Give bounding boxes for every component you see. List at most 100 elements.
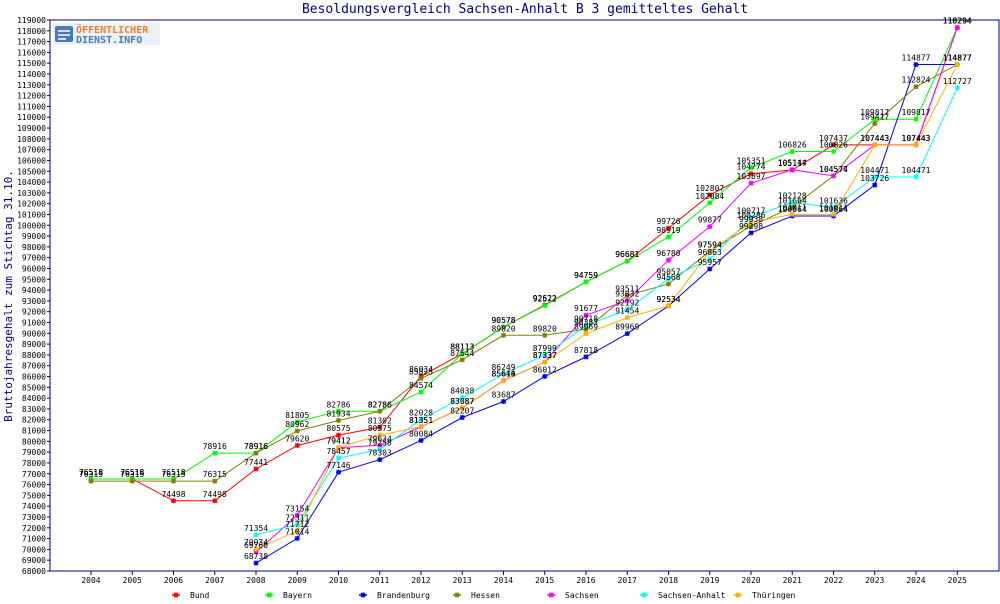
series-bayern-point <box>872 116 878 122</box>
data-label: 87544 <box>450 349 474 358</box>
data-label: 100717 <box>737 207 766 216</box>
data-label: 106826 <box>778 141 807 150</box>
y-tick-label: 89000 <box>22 340 46 349</box>
series-bayern-point <box>913 116 919 122</box>
series-sachsen-point <box>666 257 671 263</box>
data-label: 93032 <box>615 290 639 299</box>
data-label: 118294 <box>943 17 972 26</box>
data-label: 97594 <box>698 240 722 249</box>
data-label: 95057 <box>656 268 680 277</box>
y-tick-label: 108000 <box>17 135 46 144</box>
data-label: 88113 <box>450 343 474 352</box>
series-brandenburg-point <box>748 230 754 236</box>
y-tick-label: 86000 <box>22 373 46 382</box>
legend-th-ringen-swatch-marker <box>735 592 741 598</box>
series-th-ringen-point <box>501 378 506 384</box>
series-sachsen-point <box>377 442 383 448</box>
data-label: 76518 <box>79 468 103 477</box>
x-tick-label: 2016 <box>576 576 595 585</box>
series-bund-point <box>294 442 300 448</box>
data-label: 99877 <box>698 216 722 225</box>
series-bund-point <box>212 498 218 504</box>
chart-title: Besoldungsvergleich Sachsen-Anhalt B 3 g… <box>302 2 748 17</box>
series-brandenburg-point <box>872 182 878 188</box>
y-tick-label: 83000 <box>22 405 46 414</box>
series-sachsen-anhalt-point <box>501 371 506 377</box>
y-tick-label: 78000 <box>22 459 46 468</box>
series-sachsen-point <box>954 25 960 31</box>
series-th-ringen-point <box>418 424 424 430</box>
series-hessen-point <box>583 326 589 332</box>
data-label: 78916 <box>203 442 227 451</box>
series-th-ringen-point <box>954 62 960 68</box>
data-label: 82786 <box>326 400 350 409</box>
data-label: 103897 <box>737 172 766 181</box>
series-th-ringen-point <box>831 211 836 217</box>
data-label: 96681 <box>615 250 639 259</box>
legend-sachsen-anhalt-swatch-marker <box>641 592 647 598</box>
y-tick-label: 109000 <box>17 124 46 133</box>
data-label: 79634 <box>368 434 392 443</box>
data-label: 104577 <box>819 165 848 174</box>
x-tick-label: 2017 <box>618 576 637 585</box>
data-label: 101011 <box>819 203 848 212</box>
logo-icon <box>55 26 73 42</box>
x-tick-label: 2009 <box>288 576 307 585</box>
series-sachsen-anhalt-point <box>542 352 548 358</box>
series-bayern-point <box>501 324 506 330</box>
x-tick-label: 2007 <box>205 576 224 585</box>
x-tick-label: 2025 <box>948 576 967 585</box>
data-label: 107443 <box>902 134 931 143</box>
series-hessen-point <box>294 428 300 434</box>
series-brandenburg-point <box>501 399 506 405</box>
data-label: 106826 <box>819 141 848 150</box>
data-label: 69760 <box>244 541 268 550</box>
data-label: 68738 <box>244 552 268 561</box>
y-tick-label: 71000 <box>22 535 46 544</box>
x-tick-label: 2010 <box>329 576 348 585</box>
series-bayern-point <box>789 149 795 155</box>
y-tick-label: 94000 <box>22 286 46 295</box>
series-th-ringen-point <box>377 432 383 438</box>
legend-hessen-label: Hessen <box>471 591 500 600</box>
y-tick-label: 80000 <box>22 437 46 446</box>
data-label: 95957 <box>698 258 722 267</box>
y-tick-label: 98000 <box>22 243 46 252</box>
series-sachsen-anhalt-point <box>913 174 919 180</box>
site-logo: ÖFFENTLICHER DIENST.INFO <box>53 22 160 46</box>
series-hessen-point <box>253 450 259 456</box>
series-th-ringen-point <box>459 405 465 411</box>
data-label: 112727 <box>943 77 972 86</box>
plot-area-frame <box>49 19 1000 572</box>
x-tick-label: 2018 <box>659 576 678 585</box>
series-brandenburg-point <box>294 535 300 541</box>
y-tick-label: 95000 <box>22 275 46 284</box>
data-label: 82207 <box>450 407 474 416</box>
legend-sachsen-label: Sachsen <box>565 591 599 600</box>
data-label: 102084 <box>695 192 724 201</box>
series-bayern-point <box>418 389 424 395</box>
data-label: 96780 <box>656 249 680 258</box>
series-sachsen-anhalt-point <box>624 307 630 313</box>
data-label: 100864 <box>778 205 807 214</box>
series-sachsen-anhalt-point <box>954 85 960 91</box>
series-bund-point <box>377 424 383 430</box>
data-label: 96681 <box>615 250 639 259</box>
data-label: 90578 <box>491 316 515 325</box>
data-label: 92534 <box>656 295 680 304</box>
data-label: 96863 <box>698 248 722 257</box>
y-tick-label: 114000 <box>17 70 46 79</box>
series-sachsen-point <box>789 167 795 173</box>
series-hessen-point <box>129 478 135 484</box>
series-sachsen-anhalt-line <box>255 87 958 536</box>
y-tick-label: 111000 <box>17 102 46 111</box>
data-label: 78303 <box>368 449 392 458</box>
data-label: 102128 <box>778 191 807 200</box>
series-sachsen-anhalt-point <box>418 416 424 422</box>
series-sachsen-point <box>748 180 754 186</box>
data-label: 99726 <box>656 217 680 226</box>
data-label: 88113 <box>450 343 474 352</box>
